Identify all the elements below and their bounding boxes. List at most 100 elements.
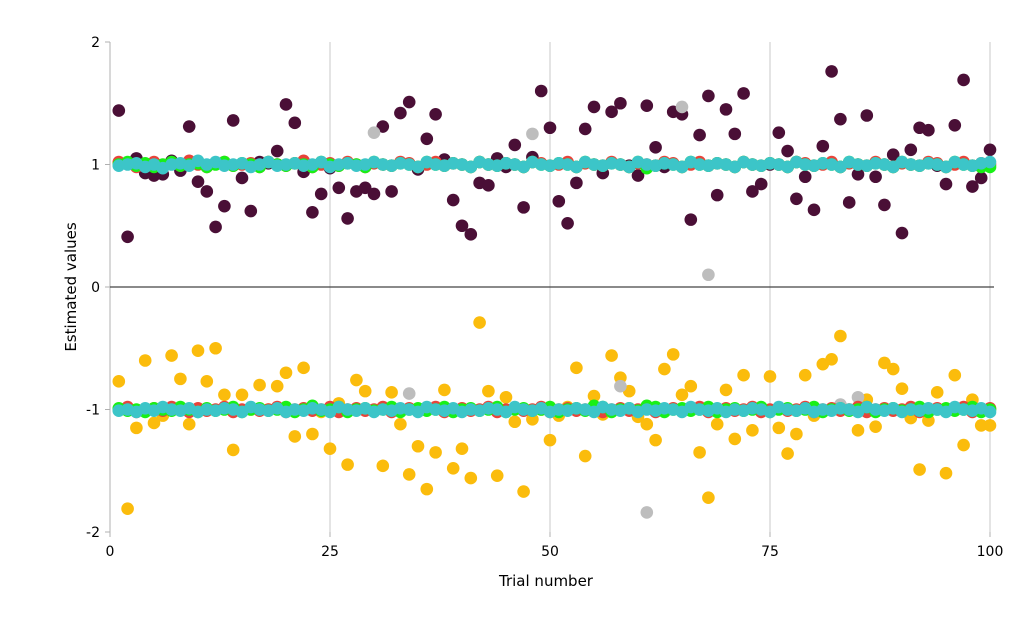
data-point	[385, 386, 398, 399]
data-point	[754, 177, 768, 191]
data-point	[464, 228, 478, 241]
y-tick-label: -1	[86, 403, 100, 419]
data-point	[490, 469, 504, 482]
data-point	[517, 485, 530, 498]
data-point	[957, 438, 970, 452]
data-point	[121, 230, 134, 244]
data-point	[878, 198, 891, 212]
data-point	[358, 181, 372, 195]
data-point	[226, 443, 240, 457]
data-point	[728, 127, 742, 141]
y-tick-label: 2	[91, 35, 100, 51]
data-point	[702, 89, 715, 103]
data-point	[394, 417, 407, 431]
data-point	[816, 139, 830, 153]
data-point	[455, 219, 469, 233]
data-point	[834, 329, 847, 343]
data-point	[649, 141, 662, 154]
data-point	[420, 132, 434, 146]
data-point	[737, 368, 750, 382]
x-tick-label: 25	[321, 544, 339, 560]
data-point	[825, 65, 838, 78]
data-point	[165, 349, 178, 362]
data-point	[983, 405, 997, 419]
data-point	[446, 462, 460, 475]
data-point	[763, 370, 777, 383]
data-point	[710, 188, 724, 202]
x-tick-label: 50	[541, 544, 559, 560]
axes	[105, 41, 994, 537]
data-point	[746, 424, 759, 437]
data-point	[570, 176, 583, 190]
data-point	[561, 217, 574, 230]
data-point	[895, 382, 909, 395]
data-point	[966, 180, 979, 193]
data-point	[297, 361, 310, 375]
x-tick-labels: 0 25 50 75 100	[106, 544, 1004, 560]
data-point	[675, 388, 689, 402]
data-point	[482, 179, 495, 192]
data-point	[429, 446, 442, 459]
data-point	[332, 181, 346, 195]
data-point	[693, 128, 706, 142]
data-point	[851, 390, 865, 404]
data-point	[930, 386, 944, 399]
data-point	[244, 204, 258, 218]
data-point	[675, 100, 689, 114]
data-point	[226, 114, 240, 127]
data-point	[341, 458, 354, 471]
data-point	[895, 226, 909, 240]
data-point	[464, 471, 478, 485]
data-point	[367, 126, 381, 139]
data-point	[174, 372, 187, 386]
data-point	[983, 143, 997, 157]
data-point	[922, 123, 935, 137]
data-point	[772, 421, 786, 435]
data-point	[781, 144, 794, 158]
data-point	[878, 356, 891, 370]
data-point	[790, 427, 803, 441]
data-point	[279, 366, 293, 380]
data-point	[411, 439, 425, 453]
data-point	[218, 388, 231, 402]
data-point	[182, 120, 196, 133]
data-point	[886, 362, 900, 376]
data-point	[376, 459, 390, 473]
data-point	[605, 105, 618, 119]
data-point	[860, 109, 874, 122]
data-point	[869, 170, 882, 184]
data-point	[834, 112, 847, 126]
data-point	[526, 127, 539, 141]
data-point	[719, 103, 733, 116]
data-point	[939, 466, 953, 480]
y-tick-labels: -2 -1 0 1 2	[86, 35, 100, 541]
data-point	[438, 383, 451, 397]
data-point	[358, 384, 372, 398]
data-point	[499, 390, 513, 404]
data-point	[200, 375, 214, 388]
data-point	[508, 138, 522, 152]
data-point	[376, 120, 390, 133]
data-point	[253, 378, 266, 392]
data-point	[798, 368, 812, 382]
data-point	[218, 199, 231, 213]
data-point	[851, 168, 865, 181]
data-point	[913, 463, 926, 476]
data-point	[235, 171, 249, 185]
data-point	[666, 348, 680, 361]
data-point	[394, 106, 407, 120]
data-point	[658, 362, 671, 376]
x-tick-label: 100	[977, 544, 1004, 560]
x-tick-label: 75	[761, 544, 779, 560]
y-axis-title: Estimated values	[62, 222, 80, 352]
data-point	[270, 144, 284, 158]
data-point	[235, 388, 249, 402]
data-point	[182, 417, 196, 431]
data-point	[702, 491, 715, 505]
data-point	[719, 383, 733, 397]
data-point	[939, 177, 953, 191]
data-point	[948, 368, 962, 382]
data-point	[798, 170, 812, 184]
data-point	[482, 384, 495, 398]
y-tick-label: 1	[91, 158, 100, 174]
